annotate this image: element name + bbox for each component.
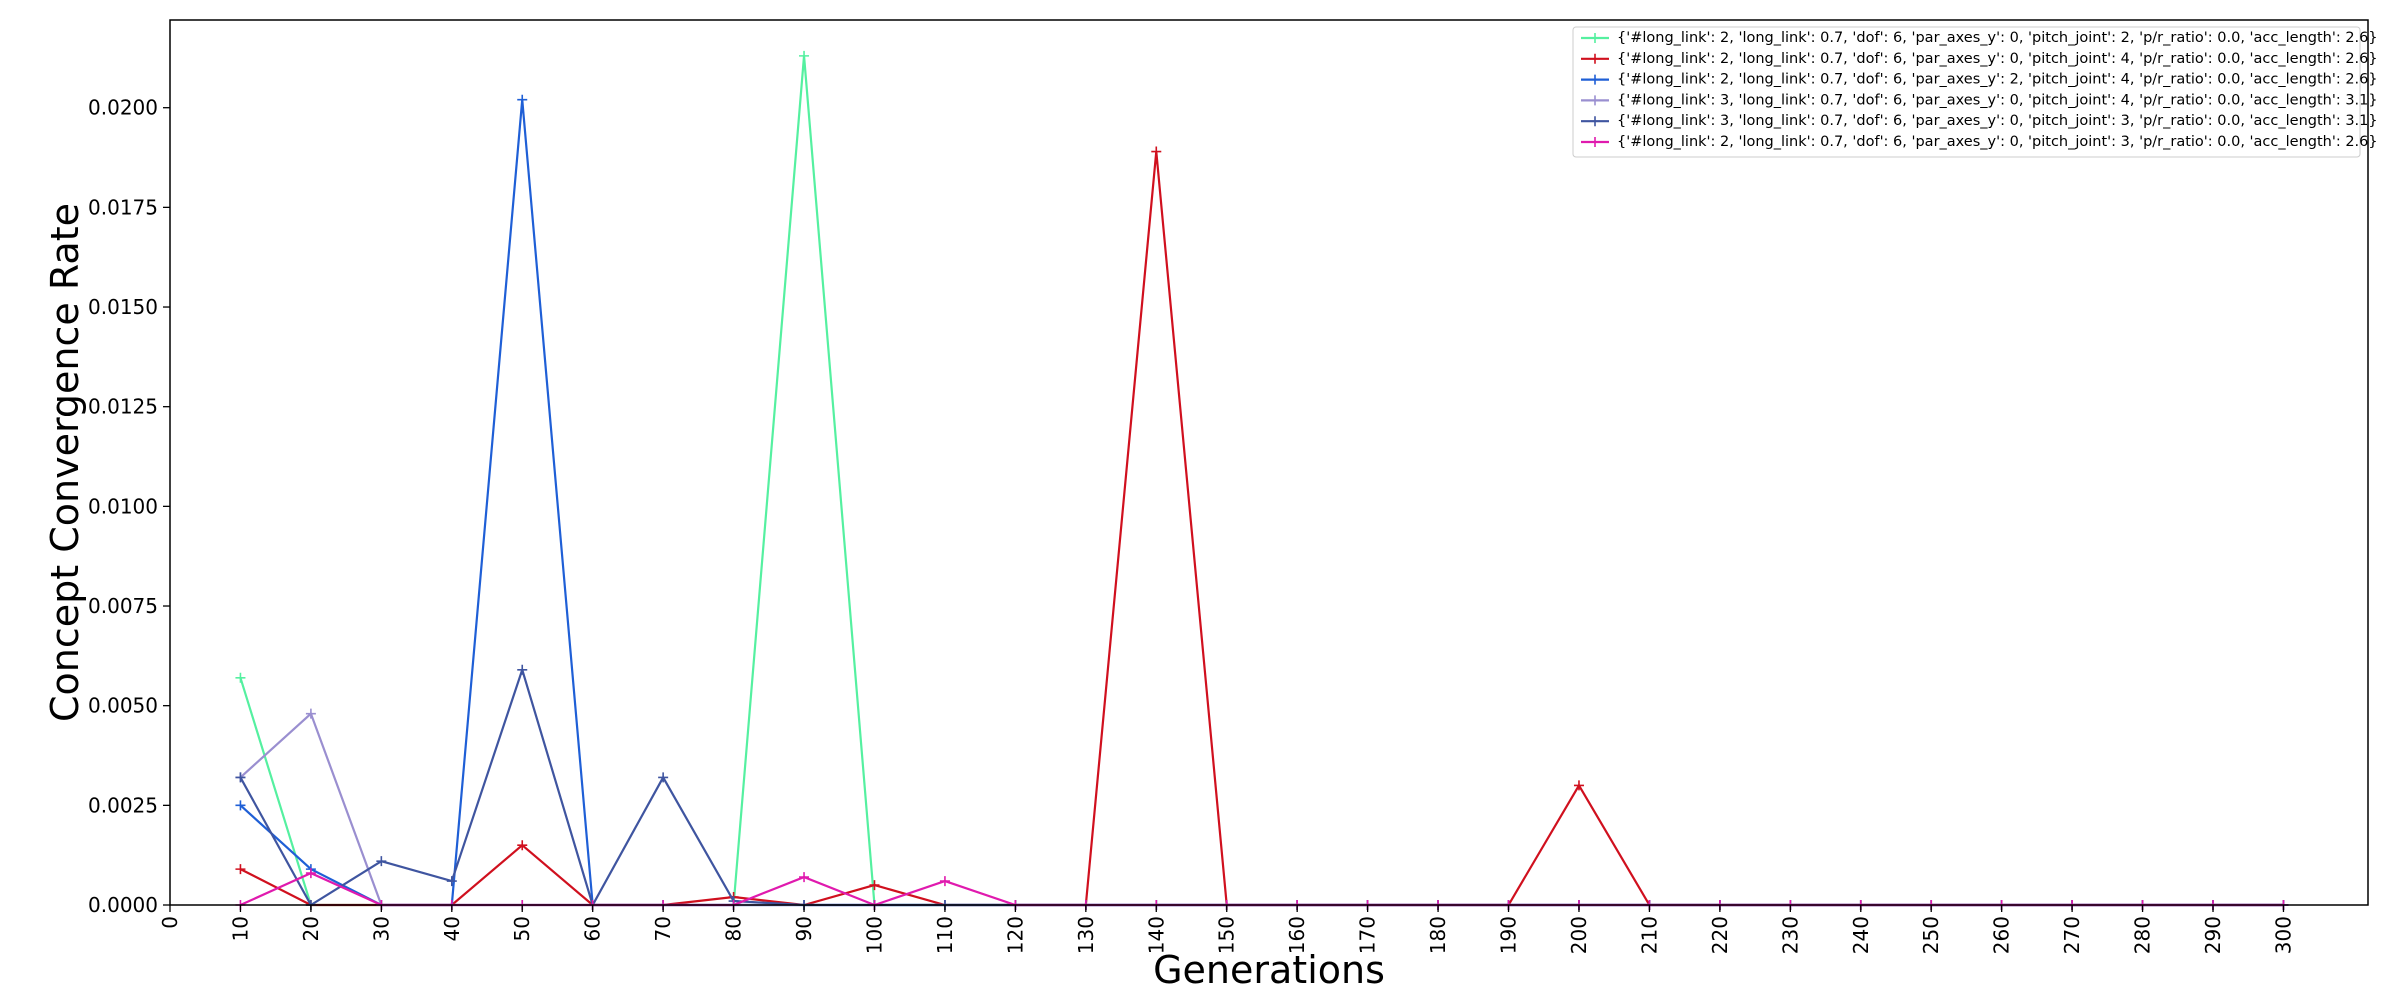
series-6-point [799,872,810,883]
y-tick-label: 0.0075 [88,594,158,618]
x-tick-label: 140 [1144,916,1168,954]
series-2-line [239,151,2284,907]
legend-entry: {'#long_link': 2, 'long_link': 0.7, 'dof… [1581,30,2378,46]
series-2-point [235,864,246,875]
y-tick-label: 0.0175 [88,195,158,219]
y-tick-label: 0.0100 [88,494,158,518]
x-tick-label: 130 [1074,916,1098,954]
series-2 [235,146,2289,910]
series-4-line [239,711,2284,907]
x-tick-label: 110 [933,916,957,954]
y-tick-label: 0.0000 [88,893,158,917]
x-tick-label: 60 [581,916,605,941]
x-tick-label: 80 [722,916,746,941]
legend-swatch-marker [1590,137,1600,147]
x-tick-label: 10 [228,916,252,941]
x-tick-label: 70 [651,916,675,941]
series-6-line [239,871,2284,907]
x-tick-label: 240 [1849,916,1873,954]
series-1 [235,50,2289,910]
series-1-point [799,50,810,61]
x-axis-ticks: 0 10 20 30 40 50 60 70 80 90 100 110 120 130 140 150 160… [158,905,2295,954]
x-tick-label: 20 [299,916,323,941]
x-tick-label: 90 [792,916,816,941]
series-5-point [446,876,457,887]
series-5-line [239,666,2284,908]
series-6 [235,868,2289,910]
y-tick-label: 0.0200 [88,96,158,120]
plot-frame [169,19,2369,906]
legend-entry: {'#long_link': 2, 'long_link': 0.7, 'dof… [1581,51,2378,67]
series-2-point [1573,780,1584,791]
legend-swatch-marker [1590,74,1600,85]
x-tick-label: 100 [862,916,886,954]
x-tick-label: 270 [2060,916,2084,954]
series-layer [235,50,2289,910]
series-1-line [239,55,2284,907]
x-tick-label: 40 [440,916,464,941]
series-2-point [869,880,880,891]
x-tick-label: 300 [2271,916,2295,954]
x-tick-label: 150 [1215,916,1239,954]
x-tick-label: 50 [510,916,534,941]
x-tick-label: 290 [2201,916,2225,954]
y-tick-label: 0.0125 [88,395,158,419]
series-3-point [517,94,528,105]
series-1-point [235,672,246,683]
x-axis-label: Generations [1153,948,1385,992]
series-3 [235,94,2289,910]
legend-label: {'#long_link': 3, 'long_link': 0.7, 'dof… [1617,92,2378,108]
x-tick-label: 160 [1285,916,1309,954]
x-tick-label: 220 [1708,916,1732,954]
x-tick-label: 250 [1919,916,1943,954]
series-4-point [305,708,316,719]
legend-label: {'#long_link': 2, 'long_link': 0.7, 'dof… [1617,134,2378,150]
x-tick-label: 200 [1567,916,1591,954]
y-axis-label: Concept Convergence Rate [43,203,87,722]
series-3-point [235,800,246,811]
legend-box [1572,26,2361,158]
series-5-point [658,772,669,783]
legend-swatch-marker [1590,95,1600,106]
x-tick-label: 170 [1356,916,1380,954]
legend-swatch-marker [1590,53,1600,64]
x-tick-label: 190 [1497,916,1521,954]
legend-entry: {'#long_link': 2, 'long_link': 0.7, 'dof… [1581,72,2378,88]
x-tick-label: 180 [1426,916,1450,954]
legend-swatch-marker [1590,33,1600,43]
x-tick-label: 120 [1003,916,1027,954]
legend-label: {'#long_link': 2, 'long_link': 0.7, 'dof… [1617,51,2378,67]
legend: {'#long_link': 2, 'long_link': 0.7, 'dof… [1572,26,2378,158]
x-tick-label: 0 [158,916,182,929]
legend-swatch-marker [1590,116,1600,127]
x-tick-label: 280 [2131,916,2155,954]
series-3-line [239,99,2284,907]
legend-entry: {'#long_link': 2, 'long_link': 0.7, 'dof… [1581,134,2378,150]
x-tick-label: 230 [1778,916,1802,954]
legend-entry: {'#long_link': 3, 'long_link': 0.7, 'dof… [1581,113,2378,129]
legend-label: {'#long_link': 2, 'long_link': 0.7, 'dof… [1617,72,2378,88]
x-tick-label: 210 [1637,916,1661,954]
legend-label: {'#long_link': 2, 'long_link': 0.7, 'dof… [1617,30,2378,46]
series-5-point [235,772,246,783]
series-5-point [376,856,387,867]
y-tick-label: 0.0050 [88,694,158,718]
series-2-point [517,840,528,851]
series-5-point [517,664,528,675]
y-tick-label: 0.0150 [88,295,158,319]
y-tick-label: 0.0025 [88,793,158,817]
series-6-point [939,876,950,887]
series-6-point [305,868,316,879]
x-tick-label: 30 [369,916,393,941]
series-5 [235,664,2289,910]
x-tick-label: 260 [1990,916,2014,954]
legend-label: {'#long_link': 3, 'long_link': 0.7, 'dof… [1617,113,2378,129]
y-axis-ticks: 0.0000 0.0025 0.0050 0.0075 0.0100 0.0125 0.01… [88,96,170,917]
series-2-point [1151,146,1162,157]
legend-entry: {'#long_link': 3, 'long_link': 0.7, 'dof… [1581,92,2378,108]
